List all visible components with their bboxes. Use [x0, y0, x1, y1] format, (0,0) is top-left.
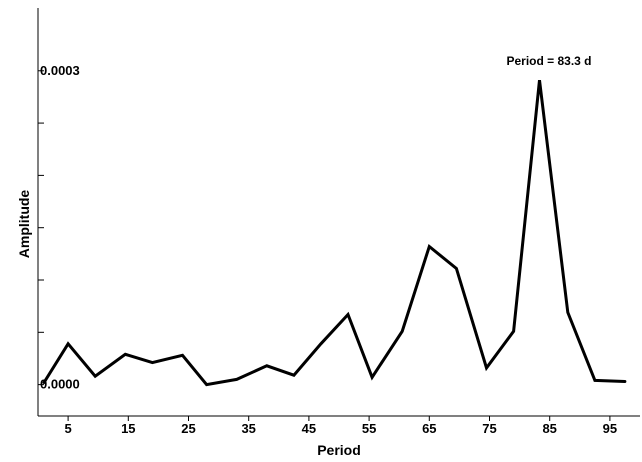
series-line — [42, 80, 627, 387]
x-tick-label: 45 — [302, 421, 316, 436]
y-axis-title: Amplitude — [16, 190, 32, 259]
y-tick-label: 0.0003 — [40, 63, 80, 78]
x-tick-label: 5 — [64, 421, 71, 436]
x-tick-label: 25 — [181, 421, 195, 436]
axes — [37, 8, 640, 417]
x-tick-label: 35 — [241, 421, 255, 436]
x-tick-label: 85 — [542, 421, 556, 436]
x-ticks: 5 15 25 35 45 55 65 75 85 95 — [64, 416, 617, 436]
peak-annotation: Period = 83.3 d — [506, 54, 591, 68]
y-ticks: 0.0000 0.0003 — [38, 63, 80, 392]
x-axis-title: Period — [317, 442, 361, 458]
series-layer — [42, 80, 627, 387]
y-tick-label: 0.0000 — [40, 377, 80, 392]
x-tick-label: 95 — [603, 421, 617, 436]
x-tick-label: 65 — [422, 421, 436, 436]
x-tick-label: 15 — [121, 421, 135, 436]
x-tick-label: 55 — [362, 421, 376, 436]
x-tick-label: 75 — [482, 421, 496, 436]
